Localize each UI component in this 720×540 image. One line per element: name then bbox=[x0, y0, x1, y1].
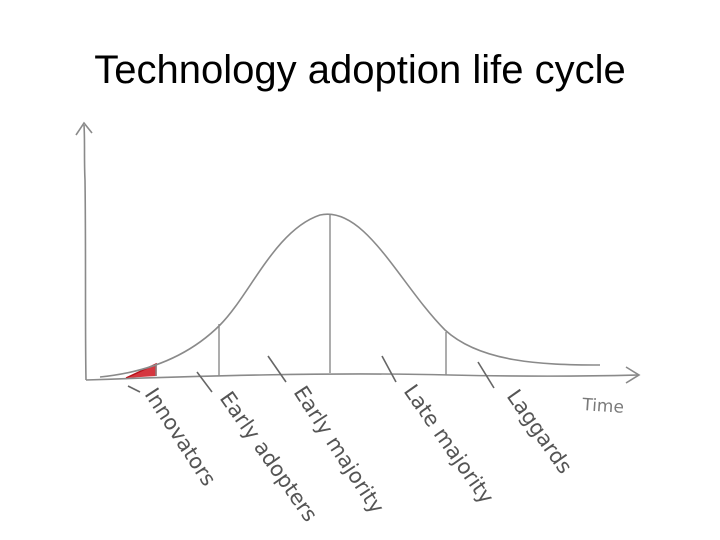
x-axis-arrowhead bbox=[625, 366, 641, 384]
y-axis bbox=[83, 124, 87, 381]
leader-innovators bbox=[127, 385, 141, 393]
x-axis-label: Time bbox=[581, 395, 625, 418]
leader-early-adopters bbox=[196, 371, 213, 393]
x-axis bbox=[85, 373, 639, 381]
innovators-highlight bbox=[126, 364, 156, 378]
bell-curve bbox=[99, 213, 601, 378]
slide-title: Technology adoption life cycle bbox=[94, 48, 626, 92]
y-axis-arrowhead bbox=[75, 121, 93, 136]
label-innovators: Innovators bbox=[140, 384, 221, 491]
leader-laggards bbox=[477, 361, 495, 389]
leader-late-majority bbox=[381, 355, 397, 383]
label-laggards: Laggards bbox=[502, 385, 577, 478]
label-late-majority: Late majority bbox=[399, 380, 499, 508]
leader-early-majority bbox=[267, 355, 287, 383]
